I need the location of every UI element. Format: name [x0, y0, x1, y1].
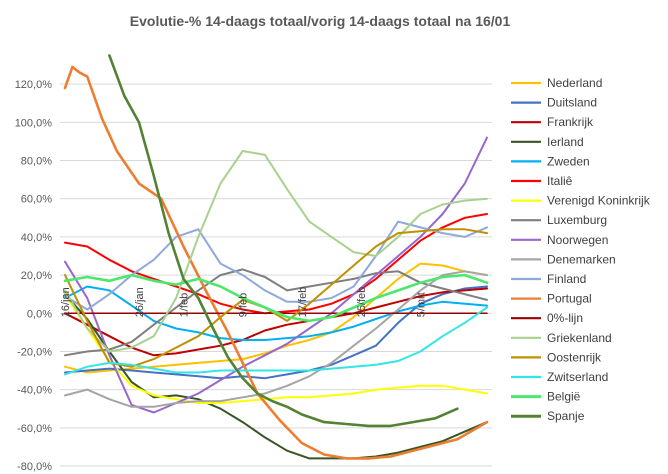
x-axis-tick-labels: 16/jan 26/jan 1/feb 9/feb 17/feb 25/feb 5/mrt [60, 287, 427, 318]
legend-label: Luxemburg [547, 213, 607, 227]
series-line [64, 293, 488, 460]
x-tick-label: 26/jan [134, 287, 146, 317]
legend-label: Spanje [547, 409, 585, 423]
series-line [63, 65, 489, 460]
legend: Nederland Duitsland Frankrijk Ierland Zweden… [511, 76, 651, 423]
legend-label: België [547, 390, 581, 404]
legend-label: Italiê [547, 174, 573, 188]
y-tick-label: 20,0% [21, 270, 52, 282]
y-tick-label: -40,0% [17, 385, 52, 397]
series-line [64, 287, 488, 357]
legend-label: Finland [547, 272, 586, 286]
legend-label: Griekenland [547, 331, 612, 345]
legend-label: Verenigd Koninkrijk [547, 194, 651, 208]
series-line [64, 306, 488, 376]
series-line [64, 268, 488, 357]
legend-label: Duitsland [547, 96, 597, 110]
y-tick-label: 40,0% [21, 232, 52, 244]
legend-label: Portugal [547, 292, 592, 306]
plot-lines [63, 54, 489, 460]
legend-label: Oostenrijk [547, 350, 602, 364]
legend-label: Noorwegen [547, 233, 608, 247]
x-tick-label: 1/feb [178, 293, 190, 317]
series-line [64, 285, 488, 341]
y-tick-label: 100,0% [15, 117, 53, 129]
y-tick-label: -80,0% [17, 461, 52, 473]
series-line [108, 54, 459, 428]
x-tick-label: 25/feb [356, 287, 368, 318]
y-tick-label: 0,0% [27, 308, 52, 320]
legend-label: Zweden [547, 154, 590, 168]
x-tick-label: 17/feb [297, 287, 309, 318]
legend-label: 0%-lijn [547, 311, 583, 325]
legend-label: Ierland [547, 135, 584, 149]
y-tick-label: -20,0% [17, 346, 52, 358]
y-tick-label: 80,0% [21, 156, 52, 168]
series-line [64, 220, 488, 311]
legend-label: Nederland [547, 76, 602, 90]
x-tick-label: 16/jan [60, 287, 72, 317]
legend-label: Frankrijk [547, 115, 594, 129]
series-line [63, 273, 489, 323]
y-tick-label: 120,0% [15, 79, 53, 91]
series-line [64, 293, 488, 404]
y-tick-label: -60,0% [17, 423, 52, 435]
x-tick-label: 9/feb [238, 293, 250, 317]
series-line [64, 270, 488, 408]
chart-title: Evolutie-% 14-daags totaal/vorig 14-daag… [130, 13, 511, 29]
legend-label: Zwitserland [547, 370, 608, 384]
legend-label: Denemarken [547, 252, 616, 266]
y-axis-tick-labels: -80,0% -60,0% -40,0% -20,0% 0,0% 20,0% 40,0% 60… [15, 79, 53, 473]
series-line [64, 150, 488, 353]
y-tick-label: 60,0% [21, 194, 52, 206]
x-tick-label: 5/mrt [415, 292, 427, 317]
